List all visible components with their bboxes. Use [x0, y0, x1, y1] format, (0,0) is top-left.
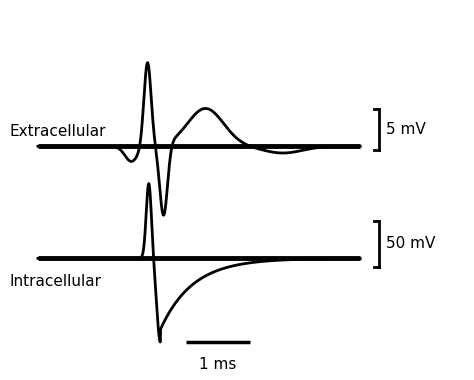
Text: Extracellular: Extracellular: [9, 124, 106, 139]
Text: 5 mV: 5 mV: [386, 122, 426, 137]
Text: 1 ms: 1 ms: [200, 357, 237, 372]
Text: 50 mV: 50 mV: [386, 236, 436, 251]
Text: Intracellular: Intracellular: [9, 274, 101, 289]
